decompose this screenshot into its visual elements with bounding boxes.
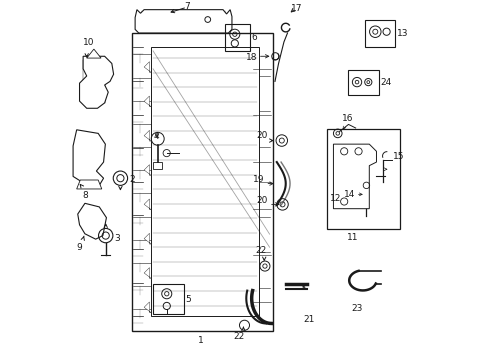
Text: 15: 15 <box>392 152 403 161</box>
Text: 7: 7 <box>184 3 190 12</box>
Text: 5: 5 <box>185 295 191 304</box>
Polygon shape <box>144 165 151 175</box>
Polygon shape <box>135 10 231 33</box>
Polygon shape <box>144 199 151 210</box>
Text: 22: 22 <box>254 246 266 255</box>
Text: 11: 11 <box>346 233 358 242</box>
Polygon shape <box>144 62 151 72</box>
Bar <box>326 129 400 229</box>
Bar <box>153 162 162 168</box>
Bar <box>364 21 394 47</box>
Text: 17: 17 <box>290 4 302 13</box>
Text: 14: 14 <box>343 190 354 199</box>
Text: 13: 13 <box>396 30 407 39</box>
Bar <box>348 69 378 95</box>
Bar <box>153 284 183 315</box>
Text: 3: 3 <box>114 234 120 243</box>
Text: 10: 10 <box>82 38 94 47</box>
Polygon shape <box>144 302 151 313</box>
Polygon shape <box>144 96 151 107</box>
Text: 6: 6 <box>251 33 257 42</box>
Polygon shape <box>86 49 101 58</box>
Text: 23: 23 <box>351 304 363 313</box>
Polygon shape <box>333 144 376 209</box>
Text: 2: 2 <box>129 175 134 184</box>
Text: 1: 1 <box>198 336 203 345</box>
Text: 9: 9 <box>77 243 82 252</box>
Text: 21: 21 <box>303 315 314 324</box>
Text: 24: 24 <box>380 78 391 87</box>
Text: 20: 20 <box>256 196 267 205</box>
Text: 20: 20 <box>256 131 267 140</box>
Bar <box>151 47 258 316</box>
Polygon shape <box>73 130 105 187</box>
Bar <box>131 33 273 330</box>
Text: 12: 12 <box>329 194 341 203</box>
Polygon shape <box>80 56 113 108</box>
Text: 8: 8 <box>82 191 88 200</box>
Text: 22: 22 <box>233 332 244 341</box>
Bar <box>224 24 249 51</box>
Polygon shape <box>78 203 106 239</box>
Polygon shape <box>77 180 102 189</box>
Text: 18: 18 <box>245 53 257 62</box>
Text: 19: 19 <box>253 175 264 184</box>
Polygon shape <box>144 267 151 278</box>
Text: 4: 4 <box>153 132 159 141</box>
Polygon shape <box>144 130 151 141</box>
Text: 16: 16 <box>341 114 353 123</box>
Polygon shape <box>144 233 151 244</box>
